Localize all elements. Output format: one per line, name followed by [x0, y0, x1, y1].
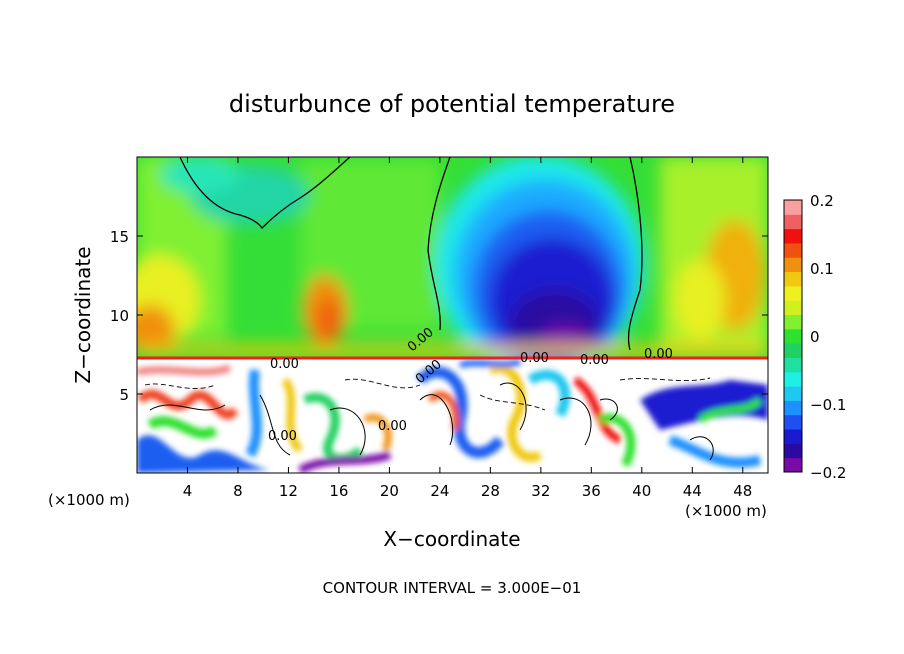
x-tick-label: 28 — [481, 482, 500, 500]
colorbar-tick-label: −0.1 — [810, 396, 846, 414]
colorbar-segment — [784, 400, 802, 416]
colorbar-tick-label: 0.1 — [810, 260, 834, 278]
contour-label: 0.00 — [268, 429, 297, 444]
x-tick-label: 12 — [279, 482, 298, 500]
colorbar-segment — [784, 242, 802, 258]
x-tick-label: 40 — [632, 482, 651, 500]
x-tick-label: 20 — [380, 482, 399, 500]
x-tick-label: 8 — [233, 482, 243, 500]
contour-interval-note: CONTOUR INTERVAL = 3.000E−01 — [323, 579, 582, 597]
colorbar-segment — [784, 228, 802, 244]
y-axis-ticks: 5 10 15 — [110, 228, 768, 404]
colorbar-segment — [784, 371, 802, 387]
x-axis-ticks: 4 8 12 16 20 24 28 32 36 40 44 48 — [183, 157, 752, 500]
x-tick-label: 32 — [531, 482, 550, 500]
y-tick-label: 5 — [119, 386, 129, 404]
x-tick-label: 48 — [733, 482, 752, 500]
colorbar-tick-label: 0.2 — [810, 192, 834, 210]
colorbar-segment — [784, 443, 802, 459]
colorbar-frame — [783, 199, 803, 473]
contour-label: 0.00 — [644, 347, 673, 362]
contour-label: 0.00 — [378, 419, 407, 434]
chart-title: disturbunce of potential temperature — [229, 90, 675, 118]
colorbar-segment — [784, 357, 802, 373]
colorbar-segment — [784, 314, 802, 330]
colorbar-ticks: 0.2 0.1 0 −0.1 −0.2 — [810, 192, 846, 482]
colorbar-segment — [784, 414, 802, 430]
colorbar — [783, 199, 803, 473]
x-tick-label: 44 — [683, 482, 702, 500]
colorbar-segment — [784, 271, 802, 287]
y-axis-label: Z−coordinate — [71, 246, 95, 383]
x-tick-label: 36 — [582, 482, 601, 500]
heatmap-field — [137, 157, 768, 473]
x-tick-label: 24 — [430, 482, 449, 500]
colorbar-tick-label: 0 — [810, 328, 820, 346]
x-tick-label: 4 — [183, 482, 193, 500]
colorbar-tick-label: −0.2 — [810, 464, 846, 482]
colorbar-segment — [784, 328, 802, 344]
colorbar-segment — [784, 457, 802, 473]
contour-label: 0.00 — [270, 357, 299, 372]
contour-label: 0.00 — [520, 351, 549, 366]
colorbar-segment — [784, 214, 802, 230]
y-tick-label: 15 — [110, 228, 129, 246]
colorbar-segment — [784, 386, 802, 401]
colorbar-segment — [784, 343, 802, 358]
x-tick-label: 16 — [329, 482, 348, 500]
x-axis-unit-right: (×1000 m) — [685, 502, 767, 520]
colorbar-segment — [784, 285, 802, 301]
colorbar-segment — [784, 300, 802, 316]
colorbar-segment — [784, 200, 802, 215]
colorbar-segment — [784, 429, 802, 444]
contour-label: 0.00 — [580, 353, 609, 368]
y-tick-label: 10 — [110, 307, 129, 325]
colorbar-segment — [784, 257, 802, 273]
x-axis-label: X−coordinate — [383, 527, 520, 551]
x-axis-unit-left: (×1000 m) — [48, 491, 130, 509]
